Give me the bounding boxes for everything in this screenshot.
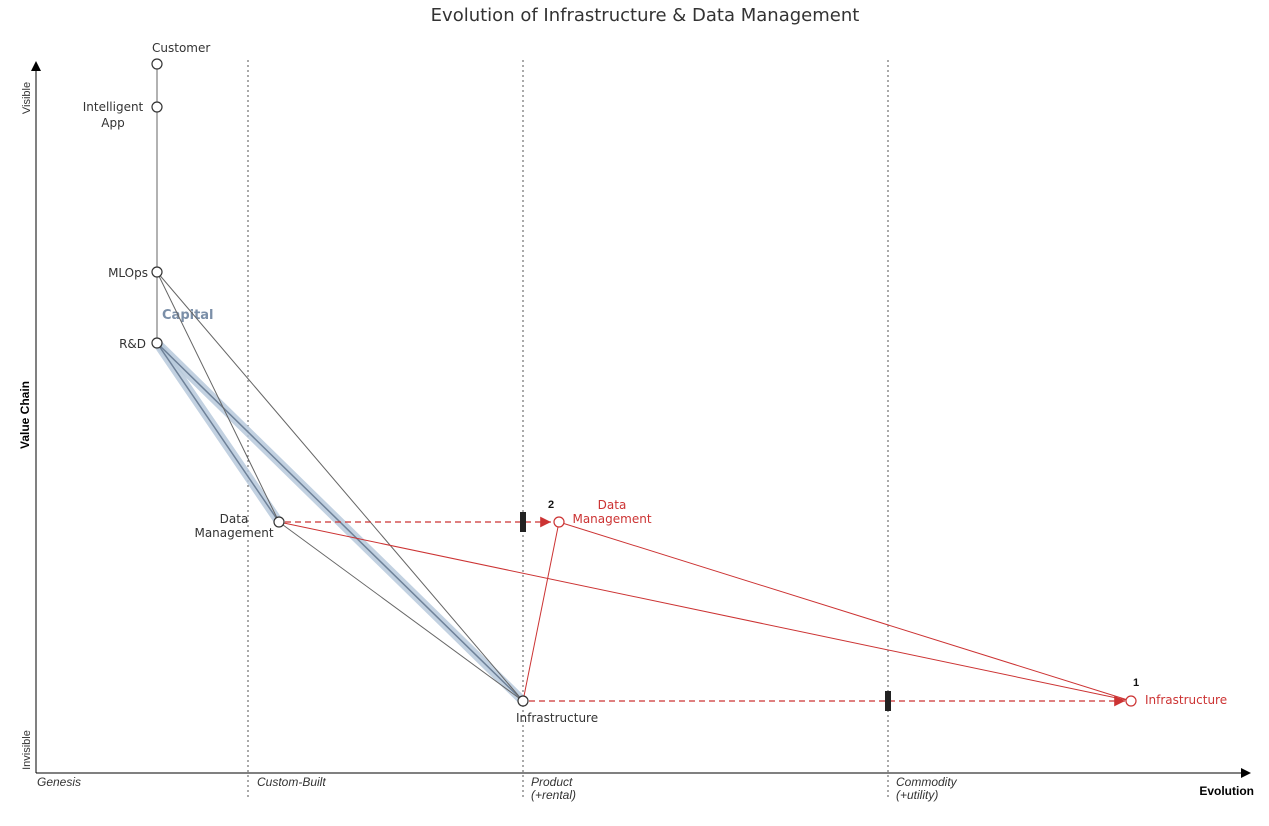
- stage-product-sub: (+rental): [531, 788, 576, 802]
- label-intelligent-app-line1: Intelligent: [83, 100, 144, 114]
- label-rd: R&D: [119, 337, 146, 351]
- link-evolved-data-to-evolved-infra: [558, 521, 1132, 702]
- label-mlops: MLOps: [108, 266, 148, 280]
- y-axis-label: Value Chain: [18, 381, 32, 449]
- node-mlops[interactable]: [151, 266, 163, 278]
- link-data-to-evolved-infra: [278, 521, 1132, 702]
- stage-commodity-sub: (+utility): [896, 788, 938, 802]
- link-mlops-infra: [156, 271, 524, 702]
- evolved-infra-label: Infrastructure: [1145, 693, 1227, 707]
- label-customer: Customer: [152, 41, 210, 55]
- node-evolved-data-management[interactable]: [553, 516, 565, 528]
- label-intelligent-app-line2: App: [101, 116, 124, 130]
- pipeline-label: Capital: [162, 308, 214, 323]
- evolved-data-label-line2: Management: [572, 512, 651, 526]
- label-data-management-line1: Data: [220, 512, 249, 526]
- node-infrastructure[interactable]: [517, 695, 529, 707]
- stage-custom-built: Custom-Built: [257, 775, 326, 789]
- node-customer[interactable]: [151, 58, 163, 70]
- node-intelligent-app[interactable]: [151, 101, 163, 113]
- inertia-bar-infra: [885, 691, 891, 711]
- inertia-bar-data: [520, 512, 526, 532]
- y-axis-top-label: Visible: [21, 82, 33, 114]
- link-mlops-data: [156, 271, 280, 523]
- node-evolved-infrastructure[interactable]: [1125, 695, 1137, 707]
- stage-genesis: Genesis: [37, 775, 81, 789]
- label-infrastructure: Infrastructure: [516, 711, 598, 725]
- map-title: Evolution of Infrastructure & Data Manag…: [431, 5, 860, 26]
- evolved-data-number: 2: [548, 499, 554, 511]
- evolved-infra-number: 1: [1133, 677, 1139, 689]
- link-data-infra: [278, 521, 524, 702]
- y-axis-bottom-label: Invisible: [21, 730, 33, 770]
- evolved-data-label-line1: Data: [598, 498, 627, 512]
- x-axis-label: Evolution: [1199, 784, 1254, 798]
- label-data-management-line2: Management: [194, 526, 273, 540]
- node-rd[interactable]: [151, 337, 163, 349]
- pipeline-link-rd-data: [156, 342, 280, 523]
- stage-product: Product: [531, 775, 573, 789]
- node-data-management[interactable]: [273, 516, 285, 528]
- link-infra-to-evolved-data: [522, 521, 560, 702]
- stage-commodity: Commodity: [896, 775, 958, 789]
